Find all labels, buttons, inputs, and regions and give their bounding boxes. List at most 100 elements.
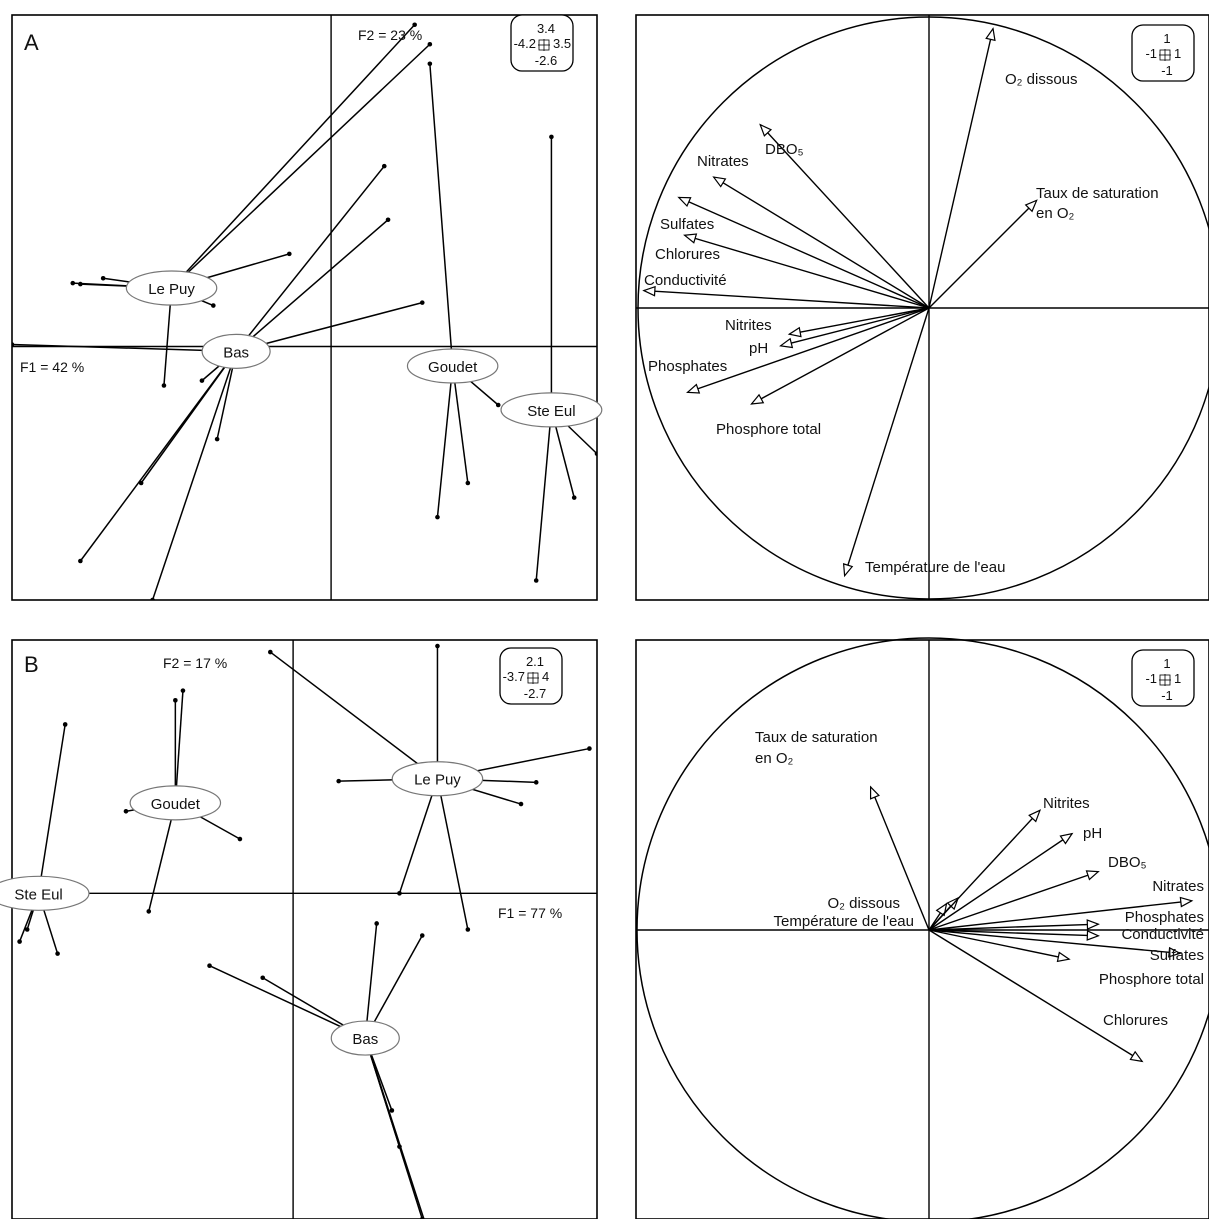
variable-arrow	[928, 929, 1143, 1062]
scale-left: -1	[1145, 671, 1157, 686]
sample-point	[427, 61, 433, 67]
arrow-head	[1028, 809, 1042, 823]
sample-point	[465, 927, 471, 932]
sample-point	[214, 436, 220, 442]
group-ellipse	[391, 761, 484, 797]
sample-point	[419, 933, 425, 938]
variable-arrow	[928, 929, 1099, 937]
star-ray	[79, 350, 237, 562]
arrow-head	[1056, 951, 1071, 963]
variable-arrow	[928, 199, 1038, 309]
variable-label: pH	[749, 340, 768, 357]
sample-point	[211, 303, 216, 308]
sample-point	[17, 939, 22, 944]
sample-point	[385, 217, 391, 223]
scale-right: 1	[1174, 46, 1181, 61]
sample-point	[260, 975, 266, 981]
variable-label: Conductivité	[1121, 926, 1204, 943]
scale-left: -3.7	[503, 669, 525, 684]
variable-label: Sulfates	[660, 216, 714, 233]
variable-arrow	[789, 307, 930, 335]
sample-point	[78, 558, 83, 564]
group-label: Bas	[223, 344, 249, 361]
star-ray	[269, 651, 438, 780]
scale-top: 1	[1163, 656, 1170, 671]
star-ray	[235, 301, 423, 353]
arrow-head	[750, 393, 765, 405]
sample-point	[287, 251, 292, 257]
arrow-head	[685, 383, 701, 394]
group-label: Goudet	[428, 359, 478, 376]
scale-left: -1	[1145, 46, 1157, 61]
star-ray	[170, 24, 416, 289]
group-ellipse	[330, 1020, 400, 1056]
scale-right: 3.5	[553, 36, 571, 51]
group-label: Le Puy	[148, 281, 195, 298]
panel-label: B	[24, 652, 39, 677]
scale-bottom: -2.6	[535, 53, 557, 68]
variable-label: pH	[1083, 825, 1102, 842]
sample-point	[587, 746, 592, 751]
sample-point	[100, 275, 106, 281]
scale-box	[510, 14, 574, 72]
sample-point	[533, 578, 539, 583]
scale-box	[1131, 24, 1195, 82]
arrow-head	[1085, 870, 1100, 881]
sample-point	[594, 451, 597, 457]
star-ray	[174, 690, 184, 803]
arrow-head	[842, 563, 854, 578]
variable-arrow	[684, 234, 930, 309]
variable-arrow	[928, 900, 1192, 931]
variable-arrow	[928, 923, 1099, 931]
sample-point	[533, 780, 539, 785]
sample-point	[268, 649, 273, 655]
variable-arrow	[780, 307, 930, 347]
arrow-head	[759, 123, 773, 137]
sample-point	[173, 698, 178, 703]
star-ray	[12, 343, 237, 353]
sample-point	[374, 921, 379, 926]
arrow-head	[787, 326, 802, 338]
variable-label: Taux de saturation	[755, 729, 878, 746]
sample-point	[397, 891, 402, 896]
variable-arrow	[678, 196, 930, 309]
arrow-head	[1129, 1050, 1144, 1063]
star-ray	[209, 965, 366, 1039]
variable-arrow	[928, 870, 1099, 931]
sample-point	[199, 378, 205, 383]
scale-right: 1	[1174, 671, 1181, 686]
arrow-head	[677, 196, 692, 208]
panel-frame	[11, 639, 598, 1219]
sample-point	[419, 300, 425, 305]
group-label: Ste Eul	[14, 886, 62, 903]
sample-point	[180, 688, 186, 693]
star-ray	[364, 935, 423, 1039]
arrow-head	[1179, 896, 1194, 908]
variable-arrow	[687, 307, 930, 394]
star-ray	[451, 365, 469, 484]
group-label: Le Puy	[414, 772, 461, 789]
panel-label: A	[24, 30, 39, 55]
arrow-head	[1024, 199, 1038, 213]
variable-arrow	[928, 833, 1073, 931]
scale-top: 1	[1163, 31, 1170, 46]
variable-arrow	[713, 176, 930, 309]
variable-label: O₂ dissous	[1005, 71, 1078, 88]
star-ray	[235, 219, 389, 352]
sample-point	[150, 597, 155, 600]
scale-top: 3.4	[537, 21, 555, 36]
variable-label: Chlorures	[1103, 1012, 1168, 1029]
star-ray	[436, 365, 454, 518]
variable-label: en O₂	[755, 750, 794, 767]
sample-point	[146, 909, 152, 914]
sample-point	[389, 1108, 395, 1113]
group-ellipse	[129, 785, 222, 821]
arrow-head	[1086, 919, 1100, 930]
star-ray	[37, 724, 66, 894]
variable-label: Phosphore total	[1099, 971, 1204, 988]
unit-circle	[636, 637, 1209, 1219]
variable-arrow	[928, 929, 1181, 955]
sample-point	[518, 801, 524, 807]
correlation-circle-panel: O₂ dissous Taux de saturation en O₂ DBO₅ Nit…	[635, 14, 1209, 601]
